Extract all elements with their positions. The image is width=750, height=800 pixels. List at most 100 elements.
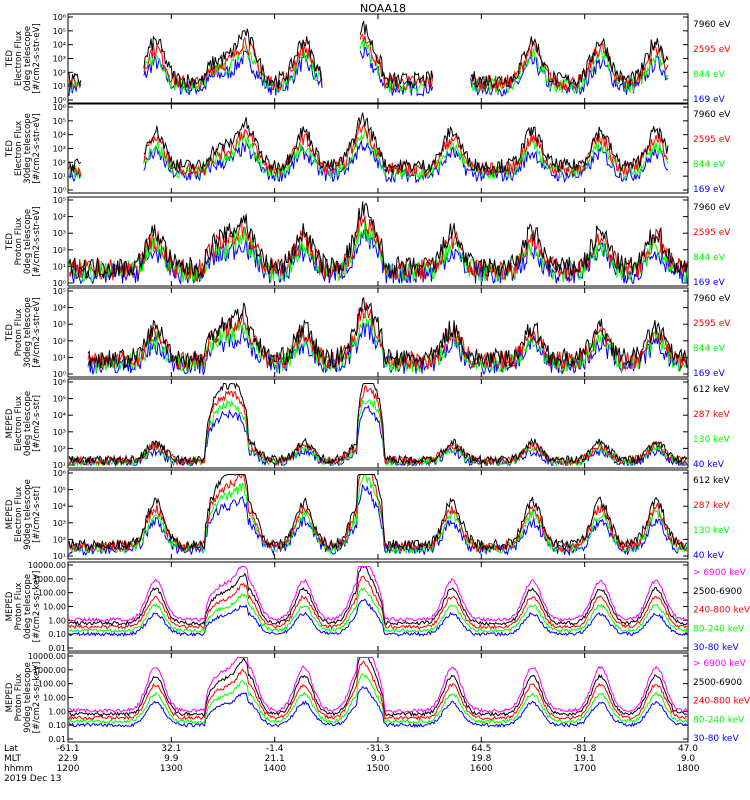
series-trace-287-kev (68, 384, 688, 467)
y-axis-label: [#/cm2-s-str] (32, 395, 42, 452)
series-trace-240-800-kev (68, 575, 688, 630)
series-trace-80-240-kev (68, 587, 688, 634)
x-tick-hhmm: 1800 (677, 764, 700, 774)
x-tick-mlt: 21.1 (265, 754, 285, 764)
legend-entry: 130 keV (693, 435, 730, 445)
y-tick-label: 10⁴ (53, 304, 66, 313)
legend-entry: 240-800 keV (693, 606, 750, 616)
y-tick-label: 10⁰ (53, 186, 66, 195)
y-tick-label: 10⁵ (53, 287, 66, 296)
y-tick-label: 1.00 (48, 616, 66, 625)
plot-title: NOAA18 (360, 2, 406, 15)
legend-entry: > 6900 keV (693, 659, 747, 669)
y-axis-label: Electron Flux (14, 31, 24, 86)
y-axis-label: [#/cm2-s-sr-keV] (32, 662, 42, 734)
panel-2: 10⁰ 10¹ 10² 10³ 10⁴ 10⁵ 10⁶ TED Electron Flux 30d… (5, 103, 731, 195)
y-axis-label: 0deg telescope (23, 391, 33, 456)
series-trace-30-80-kev (68, 598, 688, 638)
y-axis-label: 90deg telescope (23, 662, 33, 733)
y-tick-label: 10¹ (53, 552, 66, 561)
y-axis-label: [#/cm2-s-str-eV] (32, 297, 42, 367)
x-tick-mlt: 9.0 (371, 754, 386, 764)
y-tick-label: 10000.00 (28, 652, 66, 661)
series-trace-30-80-kev (68, 685, 688, 729)
y-axis-label: [#/cm2-s-str-eV] (32, 113, 42, 183)
legend-entry: 130 keV (693, 526, 730, 536)
y-tick-label: 10² (53, 337, 66, 346)
x-tick-lat: 47.0 (678, 744, 698, 754)
y-tick-label: 10³ (53, 519, 66, 528)
y-axis-label: 90deg telescope (23, 479, 33, 550)
x-row-label: MLT (4, 754, 22, 764)
y-axis-label: TED (5, 49, 15, 68)
y-tick-label: 0.10 (48, 721, 66, 730)
panel-frame (67, 561, 689, 652)
y-tick-label: 10⁵ (53, 27, 66, 36)
y-axis-label: [#/cm2-s-str-eV] (32, 206, 42, 276)
x-tick-mlt: 19.1 (575, 754, 595, 764)
y-tick-label: 0.01 (48, 735, 66, 744)
legend-entry: 169 eV (693, 278, 726, 288)
legend-entry: 2595 eV (693, 135, 731, 145)
y-tick-label: 10² (53, 535, 66, 544)
y-axis-label: 0deg telescope (23, 26, 33, 91)
y-tick-label: 10² (53, 246, 66, 255)
legend-entry: 2595 eV (693, 228, 731, 238)
y-tick-label: 10⁰ (53, 279, 66, 288)
legend-entry: 80-240 keV (693, 715, 745, 725)
x-tick-lat: -81.8 (573, 744, 597, 754)
y-tick-label: 10⁴ (53, 502, 66, 511)
series-trace--6900-kev (68, 566, 688, 623)
y-tick-label: 10³ (53, 55, 66, 64)
panel-3: 10⁰ 10¹ 10² 10³ 10⁴ 10⁵ TED Proton Flux 0deg tel… (5, 196, 731, 288)
y-axis-label: [#/cm2-s-str] (32, 486, 42, 543)
y-tick-label: 0.01 (48, 644, 66, 653)
legend-entry: 844 eV (693, 253, 726, 263)
series-trace-2500-6900 (68, 565, 688, 626)
y-axis-label: Electron Flux (14, 396, 24, 451)
x-tick-mlt: 22.9 (58, 754, 78, 764)
x-tick-mlt: 9.0 (681, 754, 696, 764)
y-tick-label: 10² (53, 68, 66, 77)
y-axis-label: Proton Flux (14, 218, 24, 266)
y-tick-label: 10³ (53, 145, 66, 154)
legend-entry: 2595 eV (693, 319, 731, 329)
x-tick-hhmm: 1500 (367, 764, 390, 774)
series-trace-130-kev (68, 398, 688, 468)
legend-entry: 30-80 keV (693, 734, 739, 744)
y-axis-label: 0deg telescope (23, 574, 33, 639)
y-tick-label: 10³ (53, 229, 66, 238)
x-tick-lat: -31.3 (366, 744, 389, 754)
x-tick-lat: -61.1 (56, 744, 79, 754)
y-axis-label: 0deg telescope (23, 209, 33, 274)
y-tick-label: 10⁵ (53, 486, 66, 495)
y-axis-label: Electron Flux (14, 487, 24, 542)
y-tick-label: 100.00 (38, 680, 66, 689)
y-tick-label: 10¹ (53, 353, 66, 362)
y-axis-label: TED (5, 232, 15, 251)
legend-entry: 287 keV (693, 501, 730, 511)
series-trace-40-kev (68, 483, 688, 557)
y-axis-label: TED (5, 139, 15, 158)
y-tick-label: 10⁴ (53, 213, 66, 222)
series-trace-612-kev (68, 382, 688, 466)
series-trace-7960-ev (68, 201, 688, 281)
legend-entry: 844 eV (693, 70, 726, 80)
legend-entry: 2500-6900 (693, 678, 742, 688)
legend-entry: 2595 eV (693, 45, 731, 55)
legend-entry: 30-80 keV (693, 643, 739, 653)
legend-entry: 287 keV (693, 410, 730, 420)
series-trace--6900-kev (69, 657, 688, 714)
y-axis-label: TED (5, 323, 15, 342)
y-tick-label: 10⁶ (53, 13, 66, 22)
series-trace-844-ev (87, 313, 688, 374)
legend-entry: 7960 eV (693, 110, 731, 120)
y-axis-label: 30deg telescope (23, 113, 33, 184)
x-row-label: Lat (4, 744, 19, 754)
y-tick-label: 10000.00 (28, 561, 66, 570)
panel-8: 0.01 0.10 1.00 10.00 100.00 1000.00 10000.00 ME… (5, 652, 750, 744)
y-tick-label: 10⁰ (53, 370, 66, 379)
y-tick-label: 1000.00 (33, 666, 66, 675)
y-tick-label: 10² (53, 158, 66, 167)
legend-entry: 612 keV (693, 385, 730, 395)
